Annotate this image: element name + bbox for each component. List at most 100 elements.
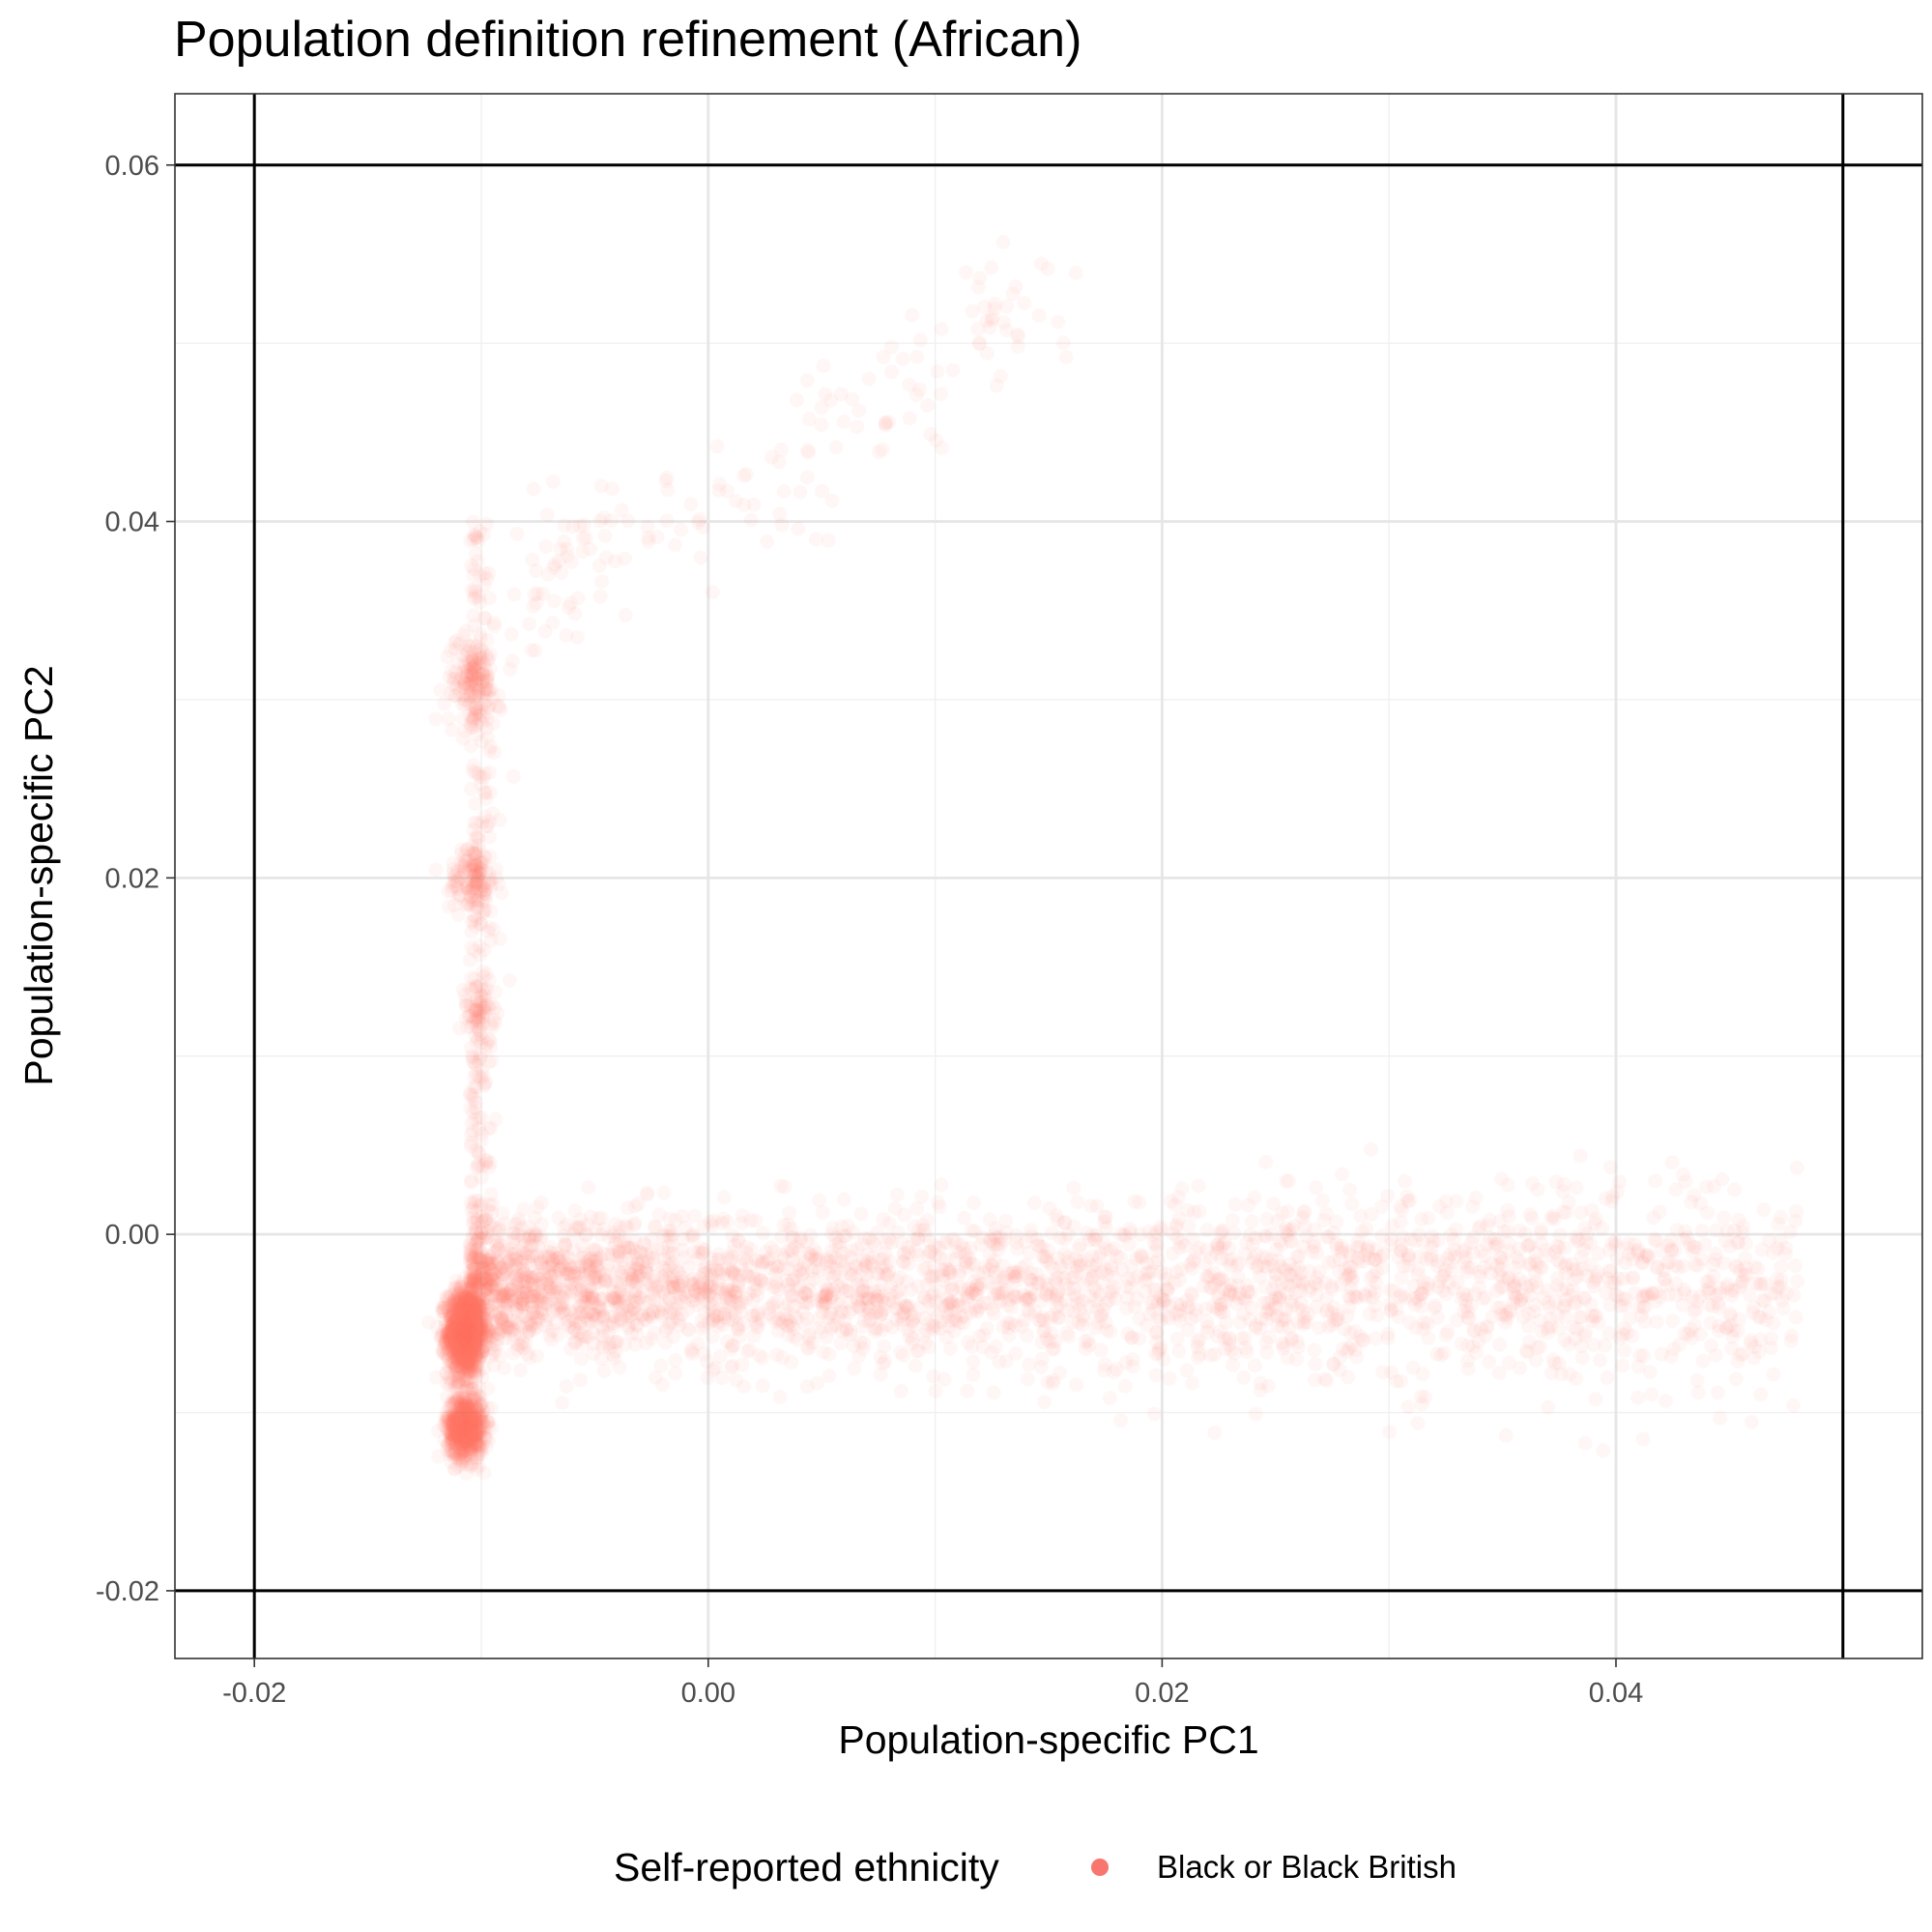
data-point (754, 1274, 769, 1288)
data-point (455, 1312, 470, 1327)
data-point (1225, 1212, 1240, 1227)
data-point (474, 1300, 489, 1315)
data-point (453, 855, 469, 871)
data-point (1395, 1229, 1410, 1245)
data-point (473, 1330, 488, 1345)
data-point (445, 1314, 460, 1330)
data-point (463, 1275, 478, 1290)
data-point (449, 1293, 465, 1309)
data-point (468, 1304, 483, 1319)
data-point (441, 1316, 456, 1332)
data-point (461, 1294, 476, 1310)
data-point (441, 1325, 456, 1341)
data-point (1708, 1252, 1723, 1267)
data-point (668, 1352, 683, 1368)
data-point (448, 1320, 464, 1336)
data-point (439, 1329, 454, 1344)
data-point (456, 1325, 472, 1341)
data-point (1612, 1174, 1627, 1190)
data-point (464, 1335, 479, 1350)
data-point (462, 1321, 477, 1337)
data-point (1415, 1367, 1430, 1382)
data-point (1248, 1358, 1262, 1373)
data-point (1380, 1331, 1396, 1345)
data-point (460, 1282, 476, 1297)
data-point (1342, 1182, 1358, 1197)
data-point (434, 1300, 449, 1315)
data-point (1498, 1427, 1514, 1443)
data-point (448, 1348, 464, 1364)
data-point (450, 1336, 466, 1351)
data-point (454, 1350, 470, 1366)
data-point (1247, 1190, 1262, 1205)
data-point (502, 973, 517, 988)
data-point (460, 1361, 476, 1376)
data-point (464, 1366, 478, 1380)
data-point (1337, 1321, 1352, 1337)
data-point (450, 1351, 466, 1367)
data-point (460, 1361, 476, 1376)
data-point (1492, 1337, 1508, 1352)
data-point (450, 1303, 466, 1318)
data-point (1044, 1226, 1059, 1241)
data-point (454, 1321, 470, 1337)
data-point (460, 1327, 475, 1342)
data-point (446, 1296, 461, 1312)
data-point (471, 1306, 486, 1321)
data-point (454, 1337, 470, 1352)
data-point (465, 1305, 480, 1320)
data-point (1156, 1351, 1171, 1367)
data-point (455, 1303, 470, 1318)
data-point (1259, 1344, 1275, 1360)
data-point (914, 1189, 930, 1204)
data-point (1464, 1260, 1479, 1276)
data-point (468, 1347, 483, 1363)
data-point (459, 1339, 475, 1354)
data-point (764, 1240, 779, 1255)
data-point (467, 1299, 482, 1314)
data-point (458, 1306, 474, 1320)
data-point (464, 1296, 479, 1312)
data-point (457, 1325, 473, 1341)
data-point (455, 1335, 471, 1350)
data-point (460, 1314, 476, 1330)
data-point (466, 1334, 481, 1349)
data-point (471, 1355, 486, 1370)
data-point (453, 1329, 469, 1344)
data-point (1711, 1385, 1726, 1400)
data-point (1363, 1141, 1378, 1157)
data-point (464, 1291, 479, 1307)
data-point (1022, 1357, 1037, 1372)
data-point (1169, 1217, 1184, 1232)
data-point (1026, 1196, 1042, 1210)
data-point (1734, 1275, 1749, 1290)
data-point (1630, 1390, 1646, 1405)
data-point (441, 883, 456, 899)
data-point (460, 1343, 476, 1358)
data-point (470, 1297, 485, 1312)
data-point (444, 1335, 459, 1349)
data-point (624, 1326, 639, 1341)
data-point (443, 1324, 458, 1340)
data-point (879, 1317, 894, 1333)
data-point (452, 1339, 468, 1354)
data-point (455, 1333, 471, 1348)
data-point (463, 1310, 478, 1325)
data-point (1185, 1375, 1200, 1391)
data-point (446, 1302, 461, 1316)
data-point (574, 1351, 589, 1367)
data-point (457, 1288, 473, 1304)
data-point (478, 1321, 494, 1337)
data-point (917, 1335, 933, 1350)
data-point (1664, 1155, 1680, 1170)
data-point (596, 1364, 612, 1378)
data-point (1200, 1319, 1216, 1335)
data-point (1046, 1372, 1061, 1388)
data-point (463, 1334, 478, 1349)
data-point (1321, 1229, 1337, 1245)
data-point (1163, 1194, 1178, 1209)
data-point (1276, 1341, 1291, 1356)
data-point (467, 1305, 482, 1320)
data-point (461, 1312, 476, 1327)
data-point (452, 1359, 468, 1374)
